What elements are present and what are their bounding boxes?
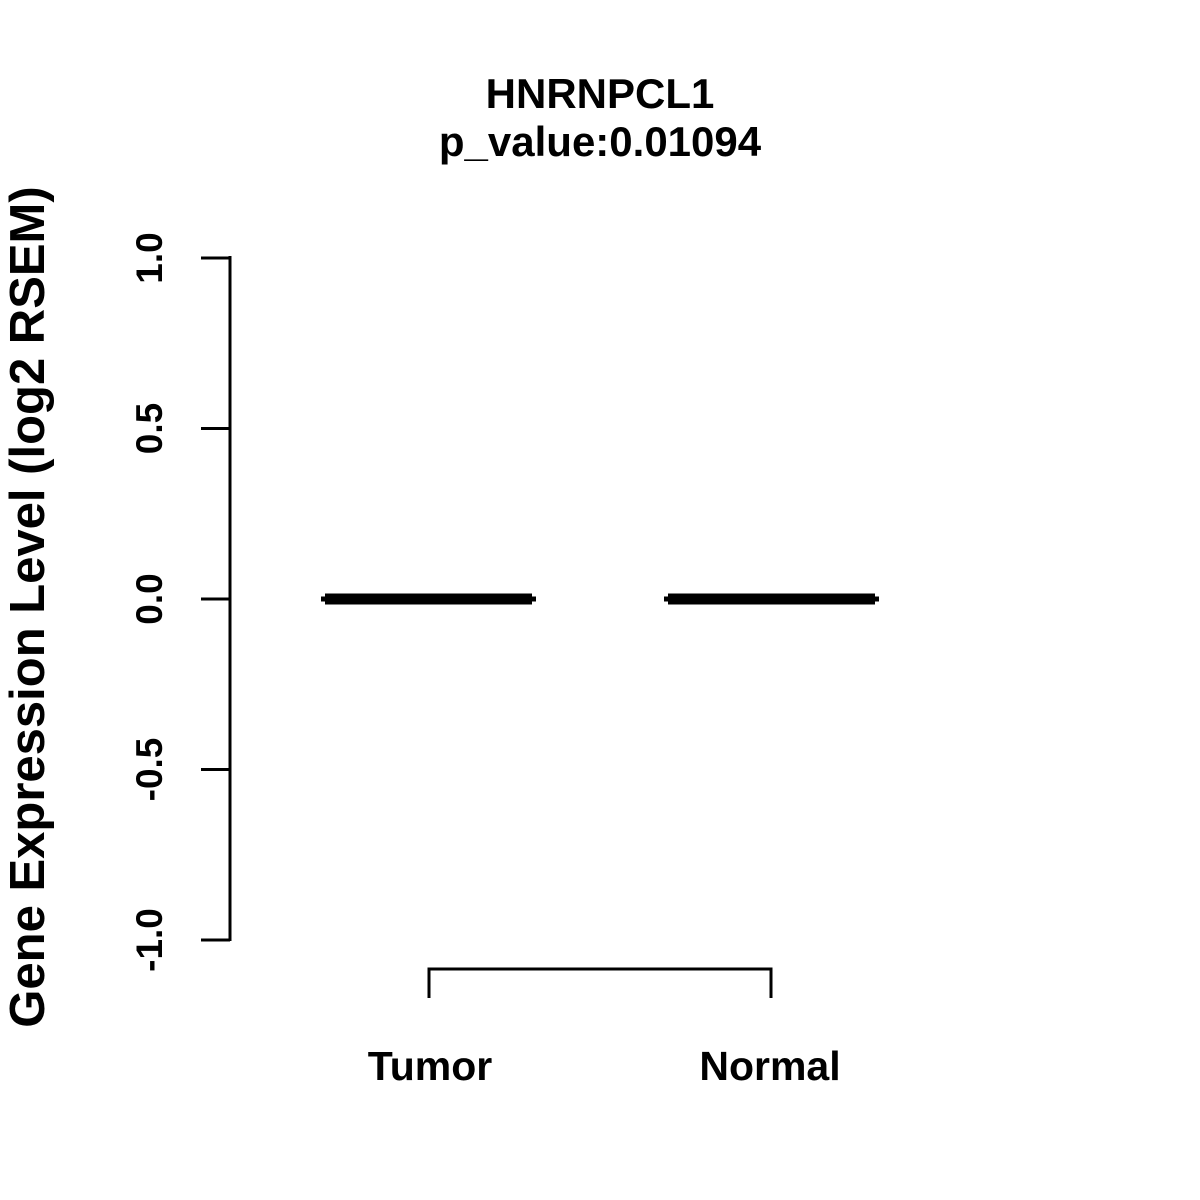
y-tick-label-1.0: 1.0 [129, 232, 170, 283]
y-tick-label-0.0: 0.0 [129, 573, 170, 624]
y-tick-label-neg1.0: -1.0 [129, 908, 170, 972]
y-tick-label-0.5: 0.5 [129, 403, 170, 454]
chart-subtitle-pvalue: p_value:0.01094 [439, 118, 762, 165]
y-axis-label: Gene Expression Level (log2 RSEM) [1, 186, 55, 1027]
x-label-tumor: Tumor [368, 1043, 493, 1089]
x-label-normal: Normal [699, 1043, 840, 1089]
chart-title: HNRNPCL1 [486, 70, 715, 117]
y-tick-label-neg0.5: -0.5 [129, 738, 170, 802]
comparison-bracket [427, 967, 773, 998]
